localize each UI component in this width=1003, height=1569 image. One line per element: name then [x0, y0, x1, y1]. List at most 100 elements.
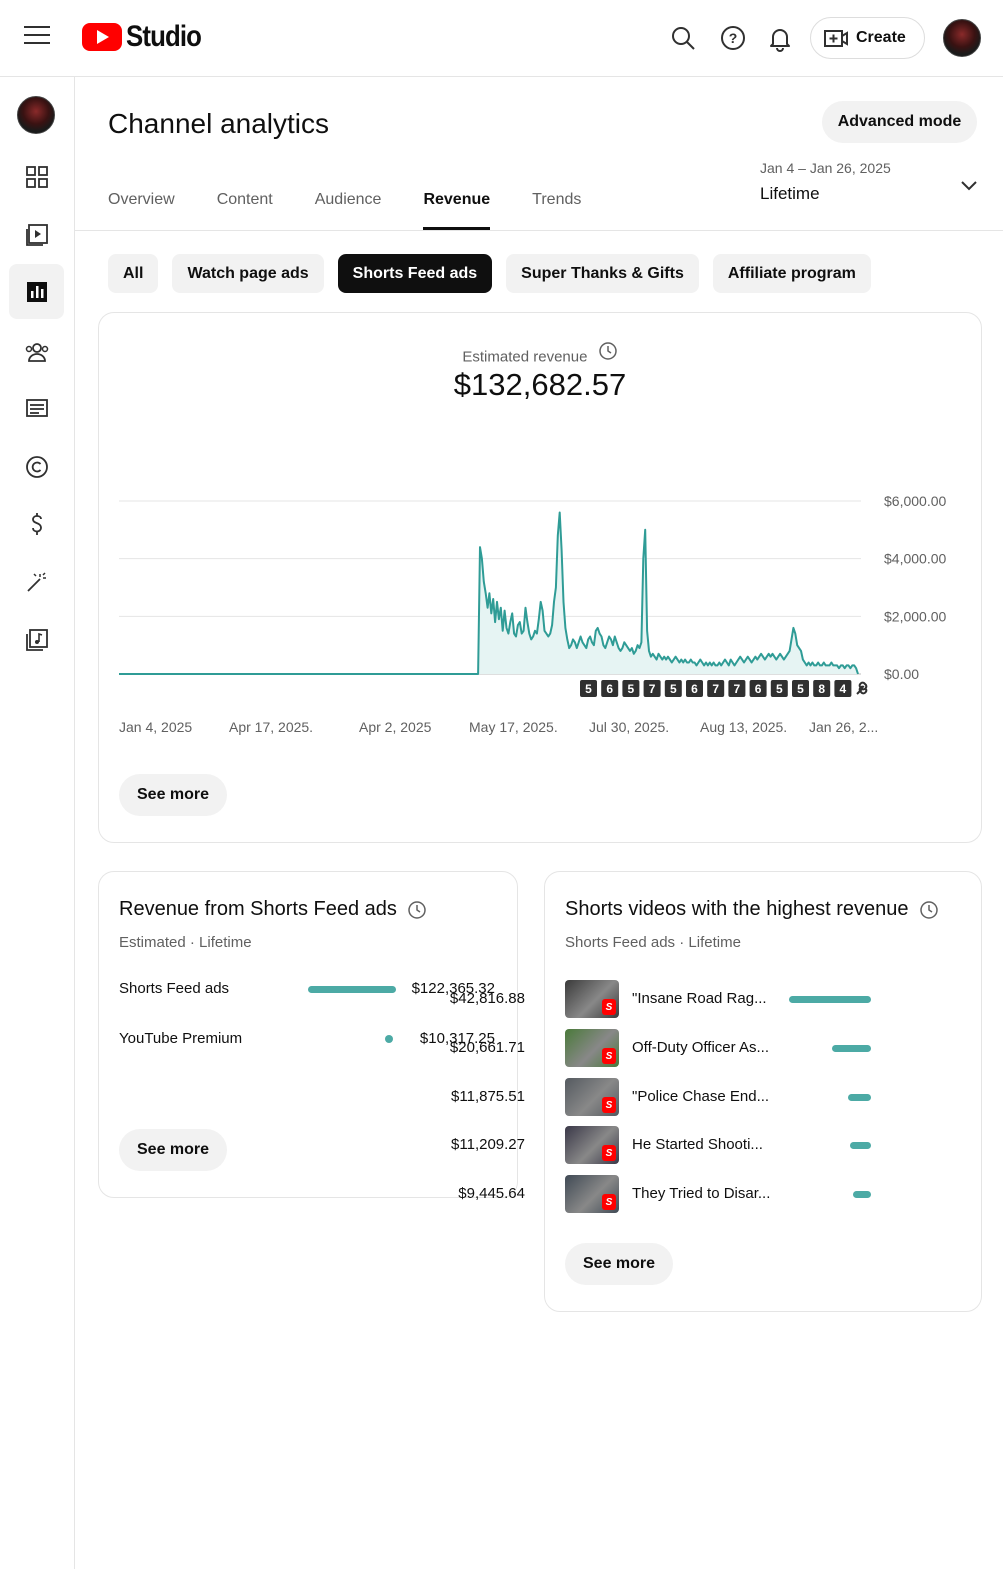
- video-title[interactable]: They Tried to Disar...: [632, 1185, 771, 1202]
- tab-trends[interactable]: Trends: [532, 191, 582, 208]
- sidebar-item-community[interactable]: [9, 324, 64, 379]
- clock-icon: [408, 900, 426, 919]
- advanced-mode-button[interactable]: Advanced mode: [822, 101, 977, 143]
- tab-overview[interactable]: Overview: [108, 191, 175, 208]
- video-revenue-value: $9,445.64: [458, 1185, 525, 1202]
- chip-watch-page-ads[interactable]: Watch page ads: [172, 254, 324, 293]
- studio-logo[interactable]: Studio: [82, 20, 213, 54]
- x-tick-label: Jul 30, 2025.: [589, 719, 669, 735]
- channel-avatar[interactable]: [17, 96, 55, 134]
- account-avatar[interactable]: [943, 19, 981, 57]
- milestone-marker-label: 4: [840, 682, 847, 696]
- x-tick-label: May 17, 2025.: [469, 719, 558, 735]
- chip-shorts-feed-ads[interactable]: Shorts Feed ads: [337, 254, 493, 293]
- youtube-logo-icon: [82, 23, 122, 51]
- y-tick-label: $4,000.00: [884, 551, 946, 567]
- milestone-marker: [686, 680, 703, 697]
- top-bar: Studio ? Create: [0, 0, 1003, 77]
- sidebar-item-audio-library[interactable]: [9, 612, 64, 667]
- video-title[interactable]: "Police Chase End...: [632, 1088, 770, 1105]
- dollar-icon: [31, 512, 42, 535]
- revenue-share-bar: [308, 986, 396, 993]
- milestone-marker: [792, 680, 809, 697]
- milestone-marker: [813, 680, 831, 697]
- milestone-marker-label: 7: [734, 682, 741, 696]
- subtitles-icon: [25, 398, 48, 417]
- milestone-marker-label: 5: [776, 682, 783, 696]
- notifications-bell-icon[interactable]: [766, 24, 794, 52]
- create-label: Create: [856, 29, 906, 46]
- revenue-sources-title: Revenue from Shorts Feed ads: [119, 898, 397, 920]
- see-more-button[interactable]: See more: [119, 1129, 228, 1171]
- sidebar-item-customization[interactable]: [9, 554, 64, 609]
- milestone-marker: [643, 680, 661, 697]
- video-title[interactable]: He Started Shooti...: [632, 1136, 763, 1153]
- chip-super-thanks-gifts[interactable]: Super Thanks & Gifts: [506, 254, 699, 293]
- revenue-source-value: $10,317.25: [419, 1030, 495, 1047]
- date-range-picker[interactable]: Jan 4 – Jan 26, 2025 Lifetime: [760, 160, 982, 220]
- menu-icon[interactable]: [24, 26, 50, 50]
- sidebar-item-content[interactable]: [9, 207, 64, 262]
- video-thumbnail[interactable]: S: [565, 980, 619, 1018]
- video-revenue-value: $11,875.51: [451, 1088, 525, 1105]
- see-more-button[interactable]: See more: [119, 774, 228, 816]
- tab-revenue[interactable]: Revenue: [423, 180, 490, 230]
- magic-wand-icon: [26, 571, 46, 592]
- revenue-sources-title-row: Revenue from Shorts Feed ads: [119, 898, 427, 921]
- revenue-sources-card: Revenue from Shorts Feed ads Estimated ·…: [98, 871, 518, 1198]
- sidebar-item-dashboard[interactable]: [9, 149, 64, 204]
- see-more-button[interactable]: See more: [565, 1243, 674, 1285]
- milestone-marker: [664, 680, 682, 697]
- video-title[interactable]: Off-Duty Officer As...: [632, 1039, 769, 1056]
- milestone-marker: [770, 680, 788, 697]
- revenue-source-value: $122,365.32: [411, 980, 495, 997]
- sidebar-item-copyright[interactable]: [9, 439, 64, 494]
- video-thumbnail[interactable]: S: [565, 1126, 619, 1164]
- tab-audience[interactable]: Audience: [314, 191, 382, 208]
- milestone-marker-label: 8: [818, 682, 825, 696]
- sidebar-item-analytics[interactable]: [9, 264, 64, 319]
- create-video-icon: [824, 30, 848, 47]
- milestone-marker: [622, 680, 640, 697]
- shorts-logo-icon: S: [602, 1048, 616, 1064]
- dashboard-icon: [25, 165, 48, 188]
- x-tick-label: Aug 13, 2025.: [700, 719, 787, 735]
- milestone-marker-label: 5: [670, 682, 677, 696]
- milestone-marker-label: 5: [585, 682, 592, 696]
- y-tick-label: $2,000.00: [884, 608, 946, 624]
- video-revenue-bar: [831, 1045, 871, 1052]
- milestone-marker-label: 7: [649, 682, 656, 696]
- shorts-logo-icon: S: [602, 1097, 616, 1113]
- milestone-marker-label: 5: [628, 682, 635, 696]
- video-thumbnail[interactable]: S: [565, 1175, 619, 1213]
- chip-affiliate-program[interactable]: Affiliate program: [712, 254, 871, 293]
- milestone-marker: [580, 680, 597, 697]
- chevron-down-icon: [961, 181, 977, 191]
- video-title[interactable]: "Insane Road Rag...: [632, 990, 767, 1007]
- sidebar-item-earn[interactable]: [9, 497, 64, 552]
- logo-text: Studio: [126, 20, 202, 53]
- audio-library-icon: [25, 628, 48, 651]
- search-icon[interactable]: [669, 24, 697, 52]
- estimated-revenue-value: $132,682.57: [453, 367, 627, 402]
- milestone-marker-label: 7: [712, 682, 719, 696]
- chip-all[interactable]: All: [108, 254, 159, 293]
- revenue-chart: $0.00$2,000.00$4,000.00$6,000.005 6 5 7 5 6 7 7…: [119, 493, 946, 735]
- link-icon: [856, 681, 868, 695]
- shorts-logo-icon: S: [602, 1145, 616, 1161]
- tabs-divider: [75, 230, 1003, 231]
- estimated-revenue-label: Estimated revenue: [462, 348, 588, 366]
- video-revenue-value: $42,816.88: [449, 990, 525, 1007]
- clock-icon: [598, 342, 617, 360]
- estimated-revenue-card: Estimated revenue $132,682.57 $0.00 $2,00…: [98, 312, 982, 843]
- video-thumbnail[interactable]: S: [565, 1078, 619, 1116]
- revenue-source-label: Shorts Feed ads: [119, 980, 230, 997]
- content-video-icon: [25, 223, 48, 246]
- help-icon[interactable]: ?: [719, 24, 747, 52]
- video-thumbnail[interactable]: S: [565, 1029, 619, 1067]
- milestone-marker: [707, 680, 725, 697]
- create-button[interactable]: Create: [810, 17, 925, 59]
- sidebar-item-subtitles[interactable]: [9, 380, 64, 435]
- analytics-icon: [26, 281, 47, 302]
- tab-content[interactable]: Content: [216, 191, 273, 208]
